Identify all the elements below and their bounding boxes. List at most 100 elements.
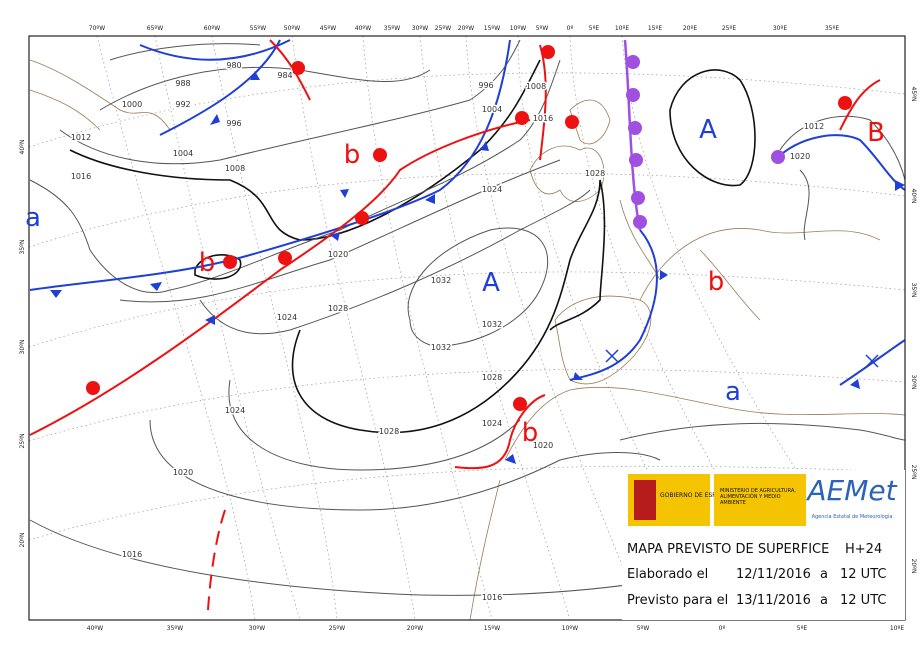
made-time: 12 UTC — [840, 567, 886, 582]
isobar-label: 1020 — [328, 250, 348, 259]
lat-label: 25ºN — [19, 434, 26, 449]
lon-label: 25ºW — [329, 625, 345, 632]
isobar-label: 988 — [175, 79, 190, 88]
ministry-wrap: MINISTERIO DE AGRICULTURA, ALIMENTACIÓN … — [720, 488, 796, 506]
pressure-center: A — [482, 268, 500, 298]
isobar-label: 1024 — [225, 406, 245, 415]
lat-label: 20ºN — [910, 559, 917, 574]
lon-label: 60ºW — [204, 25, 220, 32]
lat-label: 25ºN — [910, 465, 917, 480]
fronts — [29, 39, 906, 611]
pressure-center: b — [199, 248, 216, 278]
isobar-label: 1032 — [431, 276, 451, 285]
isobar-label: 1012 — [71, 133, 91, 142]
isobar-label: 1028 — [328, 304, 348, 313]
labels: 70ºW 65ºW 60ºW 55ºW 50ºW 45ºW 40ºW 35ºW 30ºW 25ºW… — [19, 25, 917, 632]
lon-label: 20ºW — [458, 25, 474, 32]
valid-time: 12 UTC — [840, 593, 886, 608]
valid-a: a — [820, 593, 828, 608]
agency-logo: AEMet — [805, 474, 897, 507]
info-box: GOBIERNO DE ESPAÑA MINISTERIO DE AGRICUL… — [622, 470, 905, 620]
isobar-label: 1016 — [122, 550, 142, 559]
isobar-label: 1032 — [431, 343, 451, 352]
lon-label: 35ºW — [384, 25, 400, 32]
made-date: 12/11/2016 — [736, 567, 811, 582]
isobar-label: 1024 — [482, 419, 502, 428]
lon-label: 10ºE — [890, 625, 904, 632]
lon-label: 10ºW — [562, 625, 578, 632]
isobar-label: 1016 — [482, 593, 502, 602]
map-frame — [28, 35, 906, 621]
lon-label: 30ºW — [412, 25, 428, 32]
ministry-name: MINISTERIO DE AGRICULTURA, ALIMENTACIÓN … — [720, 488, 796, 506]
pressure-center: b — [708, 267, 725, 297]
made-a: a — [820, 567, 828, 582]
isobar-label: 1020 — [173, 468, 193, 477]
isobar-label: 1024 — [277, 313, 297, 322]
pressure-center: A — [699, 115, 717, 145]
isobar-label: 980 — [226, 61, 241, 70]
government-name: GOBIERNO DE ESPAÑA — [660, 492, 729, 499]
lon-label: 15ºW — [484, 25, 500, 32]
lon-label: 65ºW — [147, 25, 163, 32]
lon-label: 15ºE — [648, 25, 662, 32]
isobar-label: 1004 — [173, 149, 193, 158]
isobar-label: 1016 — [71, 172, 91, 181]
isobar-label: 1028 — [379, 427, 399, 436]
isobar-label: 1032 — [482, 320, 502, 329]
valid-date: 13/11/2016 — [736, 593, 811, 608]
lon-label: 40ºW — [87, 625, 103, 632]
lat-label: 35ºN — [19, 240, 26, 255]
lat-label: 30ºN — [910, 375, 917, 390]
isobar-label: 1016 — [533, 114, 553, 123]
lat-label: 20ºN — [19, 533, 26, 548]
agency-name: Agencia Estatal de Meteorología — [812, 513, 893, 520]
isobar-label: 1024 — [482, 185, 502, 194]
lon-label: 55ºW — [250, 25, 266, 32]
lon-label: 10ºE — [615, 25, 629, 32]
isobar-label: 1020 — [790, 152, 810, 161]
lon-label: 70ºW — [89, 25, 105, 32]
lon-label: 35ºE — [825, 25, 839, 32]
isobar-label: 996 — [226, 119, 241, 128]
lon-label: 45ºW — [320, 25, 336, 32]
lat-label: 30ºN — [19, 340, 26, 355]
lon-label: 25ºW — [435, 25, 451, 32]
lon-label: 40ºW — [355, 25, 371, 32]
ministry-logo — [714, 474, 806, 526]
lon-label: 5ºW — [536, 25, 549, 32]
lon-label: 5ºE — [589, 25, 600, 32]
pressure-center: a — [725, 377, 741, 407]
isobar-label: 1012 — [804, 122, 824, 131]
lat-label: 40ºN — [19, 140, 26, 155]
valid-label: Previsto para el — [627, 593, 728, 608]
isobar-label: 996 — [478, 81, 493, 90]
lon-label: 5ºE — [797, 625, 808, 632]
lon-label: 30ºE — [773, 25, 787, 32]
lat-label: 35ºN — [910, 283, 917, 298]
lon-label: 10ºW — [510, 25, 526, 32]
coat-of-arms — [634, 480, 656, 520]
isobar-label: 1008 — [225, 164, 245, 173]
pressure-center: B — [867, 118, 885, 148]
isobar-label: 984 — [277, 71, 292, 80]
lon-label: 20ºW — [407, 625, 423, 632]
map-title: MAPA PREVISTO DE SUPERFICE — [627, 542, 829, 557]
lon-label: 0º — [719, 625, 726, 632]
made-label: Elaborado el — [627, 567, 708, 582]
isobar-label: 1004 — [482, 105, 502, 114]
lon-label: 15ºW — [484, 625, 500, 632]
isobar-label: 1028 — [482, 373, 502, 382]
lon-label: 25ºE — [722, 25, 736, 32]
isobar-label: 1028 — [585, 169, 605, 178]
isobar-label: 1020 — [533, 441, 553, 450]
lon-label: 5ºW — [637, 625, 650, 632]
isobar-label: 1000 — [122, 100, 142, 109]
lead-time: H+24 — [845, 542, 882, 557]
pressure-center: a — [25, 203, 41, 233]
pressure-center: b — [344, 140, 361, 170]
isobar-label: 992 — [175, 100, 190, 109]
isobar-label: 1008 — [526, 82, 546, 91]
lat-label: 45ºN — [910, 87, 917, 102]
